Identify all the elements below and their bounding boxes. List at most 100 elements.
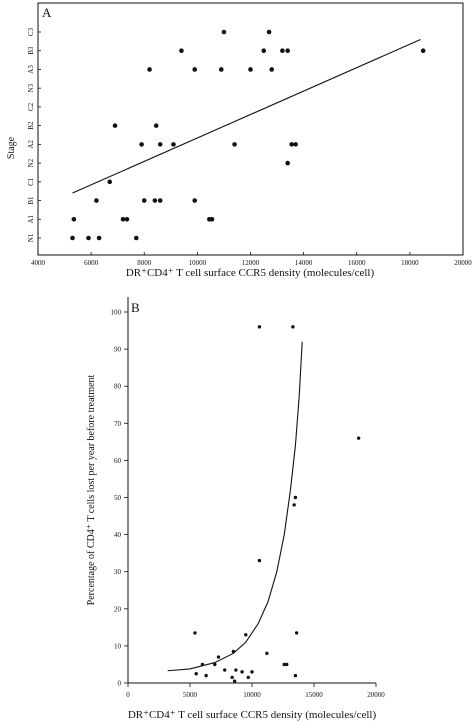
chart-a-point	[266, 29, 272, 35]
chart-a-point	[147, 67, 152, 72]
chart-a-point	[153, 123, 159, 128]
chart-a-y-tick-label: B1	[27, 196, 35, 205]
chart-a-point	[293, 142, 298, 147]
chart-b-point	[292, 503, 296, 507]
chart-b-y-tick-label: 60	[114, 457, 122, 465]
chart-a: A Stage DR⁺CD4⁺ T cell surface CCR5 dens…	[6, 2, 472, 279]
chart-a-point	[248, 67, 253, 72]
chart-b-point	[234, 668, 238, 672]
chart-a-point	[157, 142, 163, 147]
chart-b-point	[246, 675, 250, 680]
chart-a-x-tick-label: 20000	[454, 259, 472, 267]
chart-b-y-tick-label: 10	[114, 642, 122, 650]
chart-b-point	[250, 670, 254, 674]
chart-b-point	[230, 675, 234, 680]
chart-b-point	[257, 325, 262, 329]
chart-a-y-tick-label: A3	[27, 65, 35, 74]
chart-b-point	[204, 673, 208, 678]
chart-b-y-tick-label: 20	[114, 605, 122, 613]
chart-b-x-tick-label: 0	[126, 691, 130, 699]
chart-a-point	[133, 235, 139, 241]
chart-a-point	[232, 142, 237, 147]
chart-a-x-tick-label: 4000	[31, 259, 46, 267]
chart-b-x-tick-label: 20000	[367, 691, 385, 699]
chart-b-y-tick-label: 0	[118, 680, 122, 688]
chart-a-x-tick-label: 12000	[242, 259, 260, 267]
chart-b-point	[232, 679, 237, 683]
chart-a-y-tick-label: N3	[27, 83, 35, 92]
chart-a-y-tick-label: C1	[27, 177, 35, 186]
chart-b-point	[356, 436, 361, 440]
chart-b-ylabel: Percentage of CD4⁺ T cells lost per year…	[86, 374, 97, 605]
chart-b-y-tick-label: 50	[114, 494, 122, 502]
chart-a-point	[192, 198, 198, 203]
chart-b-point	[293, 495, 298, 500]
chart-a-point	[152, 198, 158, 203]
chart-a-point	[157, 198, 163, 203]
chart-b-x-tick-label: 15000	[305, 691, 323, 699]
chart-b-point	[257, 558, 262, 563]
chart-b-y-tick-label: 80	[114, 383, 122, 391]
chart-a-point	[107, 179, 113, 185]
chart-a-point	[94, 198, 99, 203]
chart-b-point	[293, 673, 298, 678]
chart-a-x-tick-label: 16000	[348, 259, 366, 267]
chart-a-point	[112, 123, 118, 128]
chart-a-point	[221, 29, 227, 35]
chart-a-point	[192, 67, 198, 72]
chart-b-panel-label: B	[131, 300, 140, 315]
chart-b-fit-curve	[167, 341, 303, 672]
chart-a-x-tick-label: 6000	[84, 259, 99, 267]
chart-a-y-tick-label: N1	[27, 233, 35, 242]
chart-a-xlabel: DR⁺CD4⁺ T cell surface CCR5 density (mol…	[126, 267, 375, 279]
chart-a-point	[86, 235, 91, 241]
chart-b-y-tick-label: 40	[114, 531, 122, 539]
chart-a-y-tick-label: N2	[27, 158, 35, 167]
chart-b-point	[213, 662, 217, 667]
chart-a-point	[218, 67, 224, 72]
chart-a-fit-line	[72, 38, 421, 194]
chart-b-y-tick-label: 100	[111, 309, 122, 317]
chart-a-point	[285, 160, 290, 166]
chart-b-y-tick-label: 70	[114, 420, 122, 428]
chart-a-point	[269, 67, 275, 72]
chart-a-point	[179, 48, 184, 54]
chart-a-y-tick-label: B3	[27, 46, 35, 55]
chart-a-y-tick-label: B2	[27, 121, 35, 130]
chart-a-x-tick-label: 8000	[137, 259, 152, 267]
chart-a-y-tick-label: A1	[27, 214, 35, 223]
chart-b-point	[193, 631, 197, 635]
chart-a-y-tick-label: C2	[27, 102, 35, 111]
chart-a-y-tick-label: C3	[27, 27, 35, 36]
chart-b-point	[200, 662, 205, 667]
chart-a-point	[124, 216, 130, 222]
chart-b-point	[294, 631, 299, 635]
chart-a-point	[141, 198, 147, 203]
chart-b: B Percentage of CD4⁺ T cells lost per ye…	[86, 297, 385, 721]
chart-a-point	[261, 48, 267, 54]
chart-a-point	[280, 48, 285, 54]
chart-b-xlabel: DR⁺CD4⁺ T cell surface CCR5 density (mol…	[128, 709, 377, 721]
chart-a-x-tick-label: 18000	[401, 259, 419, 267]
chart-b-y-tick-label: 30	[114, 568, 122, 576]
chart-b-point	[223, 668, 227, 672]
chart-a-point	[171, 142, 176, 147]
chart-b-point	[265, 651, 269, 656]
chart-a-panel-label: A	[42, 5, 52, 20]
chart-a-ylabel: Stage	[6, 136, 17, 159]
chart-a-point	[285, 48, 290, 54]
chart-a-point	[289, 142, 294, 147]
chart-b-point	[282, 662, 286, 667]
chart-a-point	[120, 216, 126, 222]
chart-a-point	[96, 235, 102, 241]
chart-a-point	[70, 235, 75, 241]
chart-a-point	[139, 142, 144, 147]
chart-a-point	[420, 48, 426, 54]
chart-b-point	[285, 662, 289, 667]
chart-a-y-tick-label: A2	[27, 140, 35, 149]
chart-b-y-tick-label: 90	[114, 346, 122, 354]
chart-a-x-tick-label: 10000	[189, 259, 207, 267]
chart-b-point	[216, 655, 221, 659]
chart-a-frame	[37, 2, 464, 256]
